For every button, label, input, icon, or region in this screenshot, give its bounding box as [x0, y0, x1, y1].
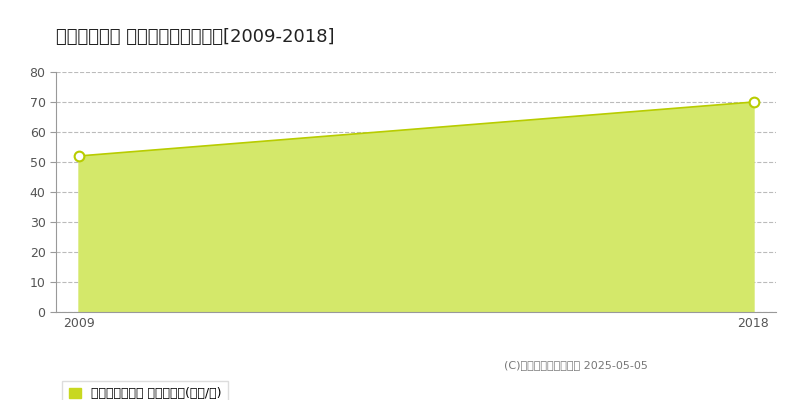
Text: 安城市小堤町 マンション価格推移[2009-2018]: 安城市小堤町 マンション価格推移[2009-2018] — [56, 28, 334, 46]
Text: (C)土地価格ドットコム 2025-05-05: (C)土地価格ドットコム 2025-05-05 — [504, 360, 648, 370]
Legend: マンション価格 平均坪単価(万円/坪): マンション価格 平均坪単価(万円/坪) — [62, 381, 228, 400]
